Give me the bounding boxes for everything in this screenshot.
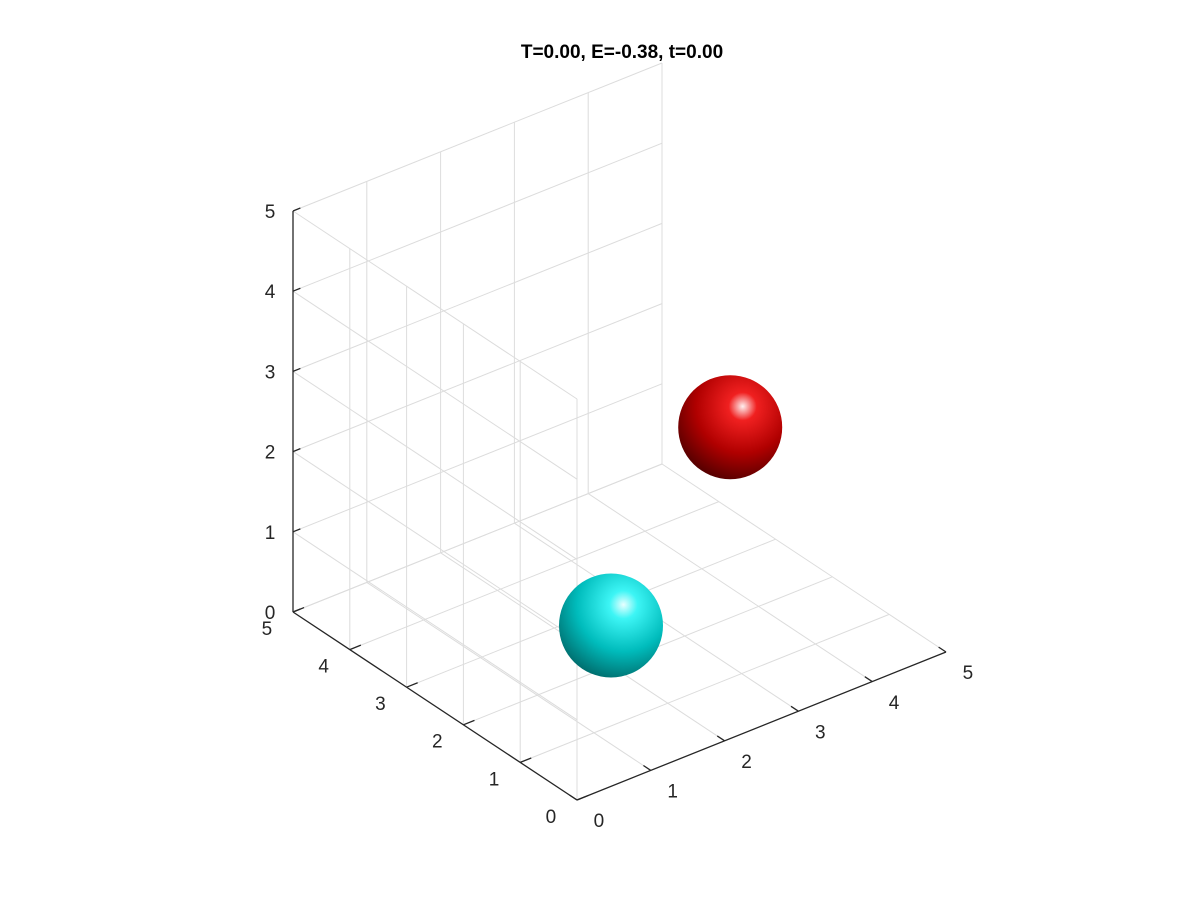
y-tick-label: 0 xyxy=(546,807,557,828)
z-tick-label: 5 xyxy=(265,202,276,223)
x-tick-label: 0 xyxy=(594,811,605,832)
y-tick-label: 3 xyxy=(375,694,386,715)
y-tick-mark xyxy=(349,644,362,651)
grid-lines xyxy=(292,62,947,801)
tick-marks xyxy=(292,207,947,801)
grid-line-backwall-z xyxy=(292,222,663,372)
axis-lines xyxy=(292,211,947,801)
x-tick-mark xyxy=(643,764,652,771)
grid-line-backwall-z xyxy=(292,303,663,453)
grid-line-leftwall-z xyxy=(292,290,578,480)
grid-line-backwall-z xyxy=(292,383,663,533)
x-tick-label: 5 xyxy=(963,663,974,684)
grid-line-floor-x xyxy=(366,581,652,771)
grid-line-leftwall-z xyxy=(292,370,578,560)
y-tick-label: 4 xyxy=(318,656,329,677)
grid-line-floor-y xyxy=(520,613,890,763)
chart-title: T=0.00, E=-0.38, t=0.00 xyxy=(521,42,723,63)
y-axis-line xyxy=(292,611,578,801)
grid-line-backwall-z xyxy=(292,142,663,292)
data-point-sphere xyxy=(678,375,783,480)
z-tick-mark xyxy=(292,608,301,613)
y-tick-mark xyxy=(519,757,532,764)
grid-line-leftwall-z xyxy=(292,210,578,400)
z-tick-label: 4 xyxy=(265,282,276,303)
z-tick-label: 0 xyxy=(265,603,276,624)
y-tick-mark xyxy=(463,719,475,726)
z-tick-mark xyxy=(292,448,301,453)
grid-line-floor-x xyxy=(587,493,873,683)
y-tick-mark xyxy=(406,682,418,688)
x-tick-label: 2 xyxy=(741,752,752,773)
x-tick-mark xyxy=(569,794,578,801)
y-tick-label: 1 xyxy=(489,769,500,790)
grid-line-floor-y xyxy=(349,501,719,651)
x-axis-line xyxy=(576,651,947,801)
x-tick-mark xyxy=(938,646,947,653)
z-tick-mark xyxy=(292,287,301,292)
z-tick-label: 2 xyxy=(265,443,276,464)
z-tick-mark xyxy=(292,528,301,533)
x-tick-label: 3 xyxy=(815,722,826,743)
x-tick-label: 1 xyxy=(667,782,678,803)
z-tick-mark xyxy=(292,207,301,212)
z-tick-label: 3 xyxy=(265,362,276,383)
data-point-sphere xyxy=(559,573,663,678)
grid-line-floor-x xyxy=(661,463,947,653)
x-tick-label: 4 xyxy=(889,693,900,714)
grid-line-backwall-z xyxy=(292,62,663,212)
grid-line-leftwall-z xyxy=(292,531,578,721)
data-points xyxy=(559,375,783,678)
x-tick-mark xyxy=(864,676,873,683)
y-tick-mark xyxy=(576,794,589,801)
grid-line-backwall-z xyxy=(292,463,663,613)
y-tick-label: 2 xyxy=(432,732,443,753)
grid-line-leftwall-z xyxy=(292,451,578,641)
z-tick-label: 1 xyxy=(265,523,276,544)
y-tick-label: 5 xyxy=(262,619,273,640)
x-tick-mark xyxy=(790,705,799,712)
z-tick-mark xyxy=(292,367,301,373)
x-tick-mark xyxy=(716,735,725,742)
